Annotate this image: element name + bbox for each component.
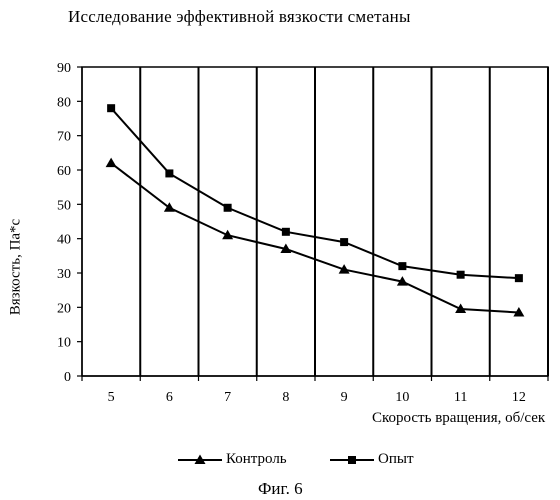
x-tick-label: 8	[282, 390, 289, 405]
data-point	[282, 228, 290, 236]
figure-caption: Фиг. 6	[258, 479, 303, 499]
y-tick-label: 40	[57, 233, 71, 248]
data-point	[224, 204, 232, 212]
y-tick-label: 50	[57, 198, 71, 213]
y-tick-label: 0	[64, 370, 71, 385]
data-point	[340, 238, 348, 246]
x-tick-label: 11	[454, 390, 467, 405]
triangle-marker-icon	[178, 451, 222, 469]
y-tick-label: 30	[57, 267, 71, 282]
data-point	[165, 169, 173, 177]
y-tick-label: 80	[57, 95, 71, 110]
data-point	[106, 158, 117, 168]
data-point	[515, 274, 523, 282]
x-tick-label: 12	[512, 390, 526, 405]
legend-label-control: Контроль	[226, 451, 287, 468]
y-tick-label: 70	[57, 130, 71, 145]
x-tick-label: 7	[224, 390, 231, 405]
x-axis-label: Скорость вращения, об/сек	[372, 410, 545, 427]
data-point	[107, 104, 115, 112]
y-tick-label: 10	[57, 336, 71, 351]
y-tick-label: 20	[57, 301, 71, 316]
x-tick-label: 10	[395, 390, 409, 405]
x-tick-label: 9	[341, 390, 348, 405]
legend-label-experiment: Опыт	[378, 451, 414, 468]
y-tick-label: 90	[57, 61, 71, 76]
square-marker-icon	[330, 451, 374, 469]
y-tick-label: 60	[57, 164, 71, 179]
x-tick-label: 6	[166, 390, 173, 405]
x-tick-label: 5	[108, 390, 115, 405]
data-point	[457, 271, 465, 279]
data-point	[398, 262, 406, 270]
